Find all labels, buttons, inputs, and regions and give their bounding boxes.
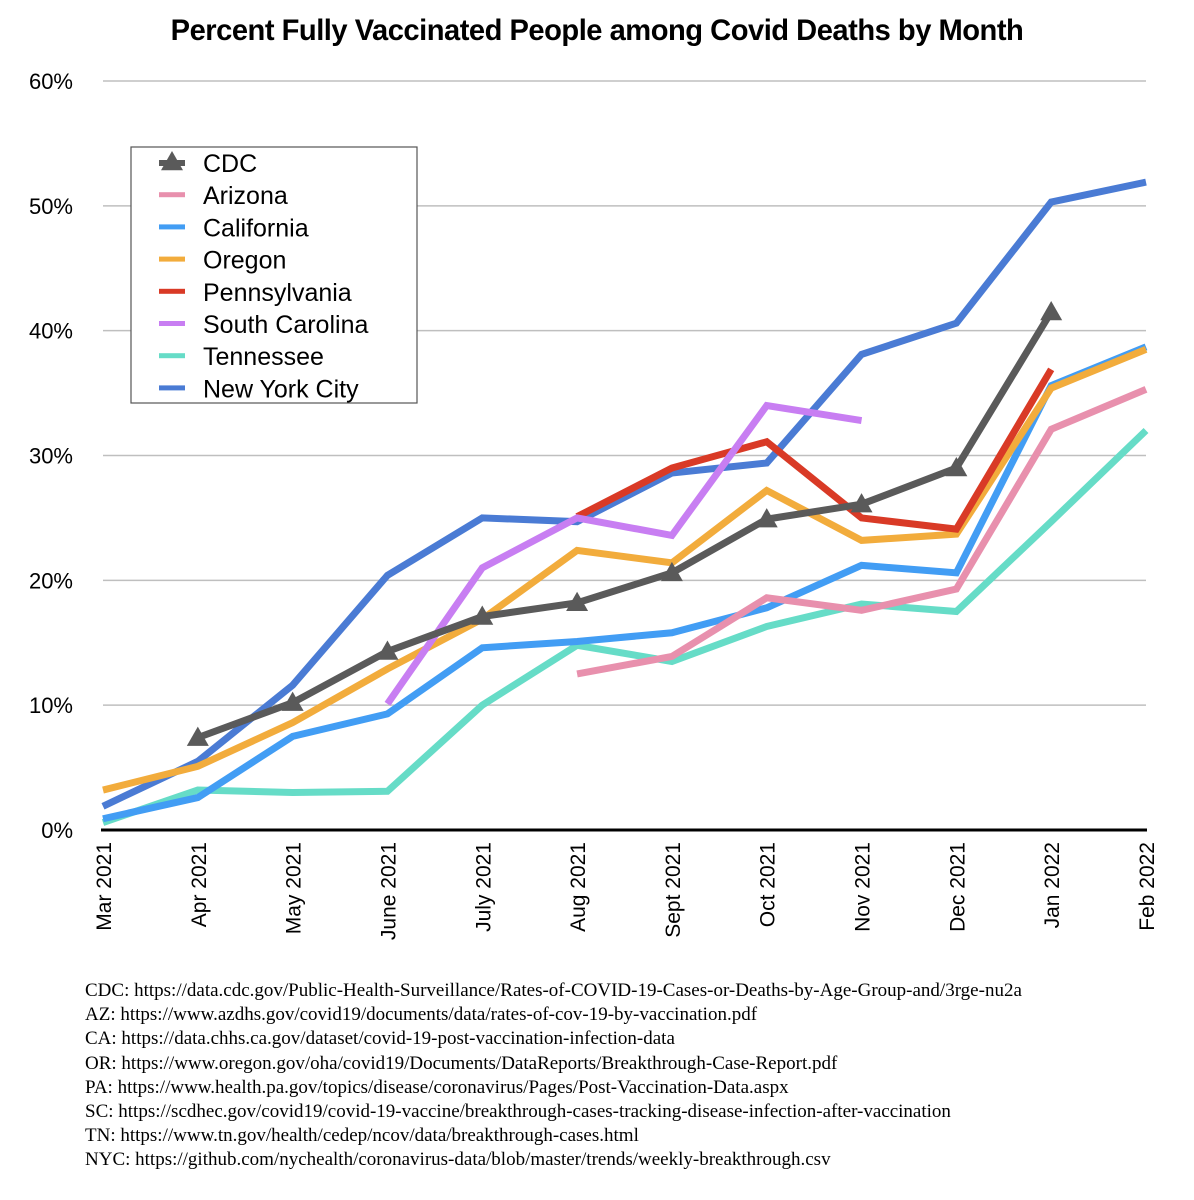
x-tick-label: Nov 2021 bbox=[852, 842, 875, 932]
data-point-cdc bbox=[1040, 300, 1063, 321]
series-oregon bbox=[102, 346, 1148, 794]
x-tick-label: Mar 2021 bbox=[93, 842, 116, 931]
series-line-cdc bbox=[196, 310, 1055, 741]
source-line: CA: https://data.chhs.ca.gov/dataset/cov… bbox=[85, 1028, 675, 1050]
series-line-california bbox=[102, 343, 1148, 823]
source-line: SC: https://scdhec.gov/covid19/covid-19-… bbox=[85, 1101, 951, 1123]
legend-label: Tennessee bbox=[203, 343, 324, 371]
x-axis-ticks: Mar 2021 Apr 2021 May 2021 June 2021 July 20… bbox=[93, 842, 1159, 940]
y-tick-label: 60% bbox=[29, 69, 73, 94]
data-point-cdc bbox=[566, 591, 589, 612]
source-line: AZ: https://www.azdhs.gov/covid19/docume… bbox=[85, 1004, 758, 1026]
y-tick-label: 20% bbox=[29, 568, 73, 593]
source-line: NYC: https://github.com/nychealth/corona… bbox=[85, 1149, 831, 1171]
sources-list: CDC: https://data.cdc.gov/Public-Health-… bbox=[85, 979, 1022, 1173]
series-new-york-city bbox=[101, 178, 1147, 810]
legend-item-arizona: Arizona bbox=[159, 182, 288, 210]
y-axis-ticks: 0% 10% 20% 30% 40% 50% 60% bbox=[29, 69, 73, 843]
legend-item-oregon: Oregon bbox=[159, 247, 286, 275]
legend-label: South Carolina bbox=[203, 311, 368, 339]
x-tick-label: Apr 2021 bbox=[188, 842, 211, 927]
source-line: PA: https://www.health.pa.gov/topics/dis… bbox=[85, 1076, 789, 1098]
series-tennessee bbox=[101, 428, 1149, 826]
x-tick-label: Oct 2021 bbox=[757, 842, 780, 927]
series-arizona bbox=[576, 386, 1148, 678]
y-tick-label: 50% bbox=[29, 194, 73, 219]
x-tick-label: Dec 2021 bbox=[946, 842, 969, 932]
legend-label: Arizona bbox=[203, 182, 288, 210]
series-lines bbox=[101, 178, 1149, 826]
x-tick-label: July 2021 bbox=[472, 842, 495, 932]
series-line-new-york-city bbox=[101, 178, 1147, 810]
y-tick-label: 30% bbox=[29, 444, 73, 469]
legend-swatch bbox=[159, 321, 185, 326]
data-point-cdc bbox=[376, 640, 399, 660]
source-line: CDC: https://data.cdc.gov/Public-Health-… bbox=[85, 980, 1022, 1001]
legend: CDC Arizona California Oregon Pennsylvania So… bbox=[130, 146, 418, 404]
series-line-south-carolina bbox=[384, 401, 863, 706]
x-tick-label: Feb 2022 bbox=[1136, 842, 1159, 931]
legend-item-south-carolina: South Carolina bbox=[159, 311, 368, 339]
series-pennsylvania bbox=[575, 367, 1055, 533]
data-point-cdc bbox=[471, 605, 494, 625]
legend-item-pennsylvania: Pennsylvania bbox=[159, 279, 352, 307]
x-tick-label: June 2021 bbox=[377, 842, 400, 940]
chart-title: Percent Fully Vaccinated People among Co… bbox=[170, 14, 1024, 47]
x-tick-label: Aug 2021 bbox=[567, 842, 590, 932]
legend-swatch bbox=[159, 385, 185, 391]
data-point-cdc bbox=[850, 493, 873, 513]
legend-label: Pennsylvania bbox=[203, 279, 352, 307]
y-tick-label: 10% bbox=[29, 693, 73, 718]
x-tick-label: Jan 2022 bbox=[1041, 842, 1064, 928]
legend-swatch bbox=[159, 224, 185, 230]
data-point-cdc bbox=[755, 508, 778, 528]
legend-label: CDC bbox=[203, 150, 257, 178]
data-point-cdc bbox=[660, 561, 683, 582]
y-tick-label: 0% bbox=[41, 818, 73, 843]
legend-box bbox=[130, 146, 418, 404]
legend-item-california: California bbox=[159, 214, 309, 242]
legend-label: New York City bbox=[203, 375, 359, 403]
data-point-cdc bbox=[186, 726, 209, 746]
series-south-carolina bbox=[384, 401, 863, 706]
legend-swatch bbox=[159, 192, 185, 198]
legend-item-new-york-city: New York City bbox=[159, 375, 359, 403]
data-point-cdc bbox=[281, 691, 304, 711]
legend-items: CDC Arizona California Oregon Pennsylvania So… bbox=[159, 150, 368, 403]
legend-item-tennessee: Tennessee bbox=[159, 343, 324, 371]
legend-marker-triangle-icon bbox=[161, 151, 183, 171]
x-tick-label: Sept 2021 bbox=[662, 842, 685, 938]
line-chart: 0% 10% 20% 30% 40% 50% 60% Mar 2021 Apr 2021 May… bbox=[29, 69, 1159, 940]
legend-label: Oregon bbox=[203, 247, 286, 275]
legend-label: California bbox=[203, 214, 309, 242]
series-cdc bbox=[186, 300, 1063, 746]
legend-swatch bbox=[159, 353, 185, 359]
series-line-oregon bbox=[102, 346, 1148, 794]
x-tick-label: May 2021 bbox=[283, 842, 306, 934]
source-line: OR: https://www.oregon.gov/oha/covid19/D… bbox=[85, 1052, 838, 1074]
data-point-cdc bbox=[945, 456, 968, 477]
source-line: TN: https://www.tn.gov/health/cedep/ncov… bbox=[85, 1125, 639, 1147]
legend-swatch bbox=[159, 256, 185, 262]
series-line-pennsylvania bbox=[575, 367, 1055, 533]
legend-item-cdc: CDC bbox=[159, 150, 257, 178]
series-california bbox=[102, 343, 1148, 823]
y-tick-label: 40% bbox=[29, 319, 73, 344]
legend-swatch bbox=[159, 288, 185, 294]
series-line-arizona bbox=[576, 386, 1148, 678]
series-line-tennessee bbox=[101, 428, 1149, 826]
